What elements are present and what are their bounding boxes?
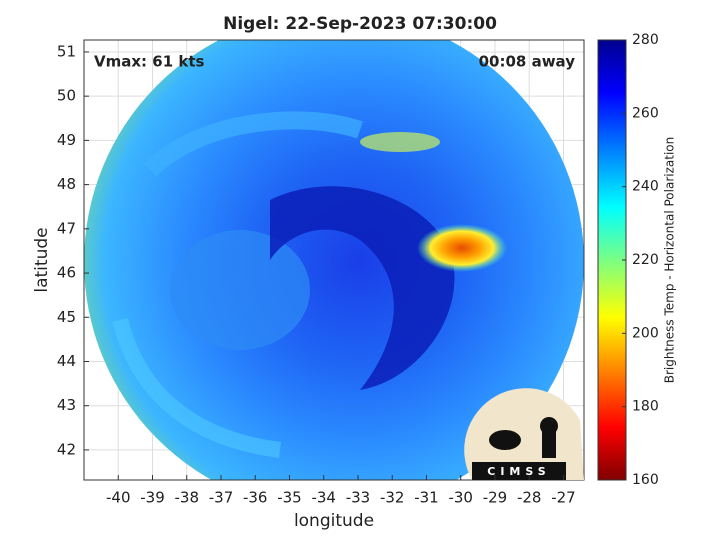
x-tick-label: -27 bbox=[551, 489, 576, 507]
plot-frame bbox=[83, 39, 585, 481]
y-tick-label: 51 bbox=[57, 42, 76, 60]
colorbar-tick-label: 200 bbox=[632, 325, 659, 341]
y-tick-label: 46 bbox=[57, 264, 76, 282]
y-tick-label: 47 bbox=[57, 219, 76, 237]
colorbar-tick-label: 280 bbox=[632, 32, 659, 48]
y-tick-label: 45 bbox=[57, 308, 76, 326]
logo: CIMSS bbox=[464, 388, 584, 480]
colorbar bbox=[597, 39, 627, 481]
x-axis-label: longitude bbox=[294, 511, 374, 531]
y-tick-label: 42 bbox=[57, 440, 76, 458]
y-tick-label: 50 bbox=[57, 87, 76, 105]
x-tick-label: -36 bbox=[243, 489, 268, 507]
x-tick-label: -39 bbox=[140, 489, 165, 507]
y-axis-label: latitude bbox=[32, 227, 52, 292]
colorbar-label: Brightness Temp - Horizontal Polarizatio… bbox=[663, 137, 677, 384]
y-tick-label: 49 bbox=[57, 131, 76, 149]
x-tick-label: -34 bbox=[311, 489, 336, 507]
x-tick-label: -32 bbox=[380, 489, 405, 507]
chart-title: Nigel: 22-Sep-2023 07:30:00 bbox=[223, 14, 497, 34]
x-tick-label: -40 bbox=[106, 489, 131, 507]
colorbar-tick-label: 240 bbox=[632, 179, 659, 195]
x-tick-label: -38 bbox=[174, 489, 199, 507]
annotation: 00:08 away bbox=[479, 53, 576, 71]
annotation: Vmax: 61 kts bbox=[94, 53, 204, 71]
x-tick-label: -28 bbox=[517, 489, 542, 507]
colorbar-tick-label: 180 bbox=[632, 399, 659, 415]
logo-text: CIMSS bbox=[487, 465, 550, 478]
y-tick-label: 43 bbox=[57, 396, 76, 414]
x-tick-label: -30 bbox=[448, 489, 473, 507]
colorbar-tick-label: 160 bbox=[632, 472, 659, 488]
colorbar-tick-label: 220 bbox=[632, 252, 659, 268]
x-tick-label: -31 bbox=[414, 489, 439, 507]
y-tick-label: 44 bbox=[57, 352, 76, 370]
x-tick-label: -33 bbox=[346, 489, 371, 507]
colorbar-tick-label: 260 bbox=[632, 105, 659, 121]
satellite-swath bbox=[84, 40, 584, 480]
y-tick-label: 48 bbox=[57, 175, 76, 193]
x-tick-label: -35 bbox=[277, 489, 302, 507]
x-tick-label: -37 bbox=[209, 489, 234, 507]
x-tick-label: -29 bbox=[483, 489, 508, 507]
